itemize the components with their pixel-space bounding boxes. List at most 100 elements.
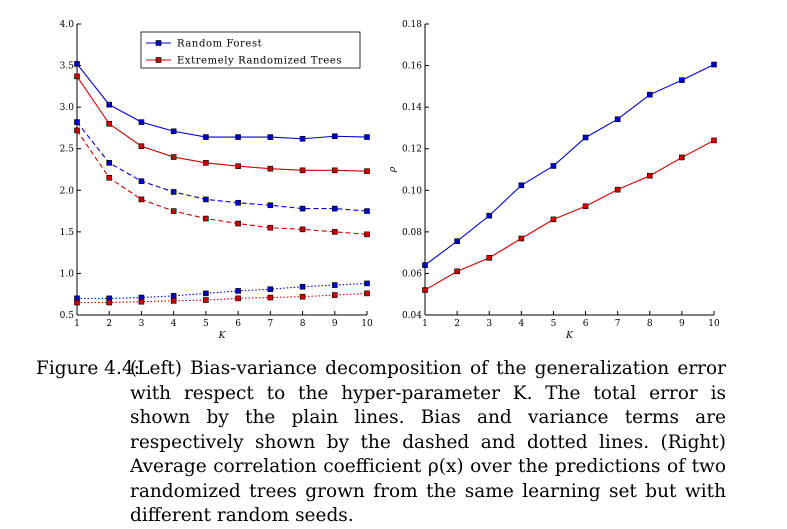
chart-0-ytick-label: 1.0 xyxy=(60,269,75,279)
chart-0-ytick-label: 2.0 xyxy=(60,186,75,196)
chart-0-xtick-label: 1 xyxy=(74,319,80,329)
chart-0-legend-label-0: Random Forest xyxy=(177,39,262,50)
caption-text: (Left) Bias-variance decomposition of th… xyxy=(130,358,726,526)
chart-0-series-1-point xyxy=(138,143,145,150)
chart-0-series-5-point xyxy=(74,299,80,306)
chart-0-series-5-line xyxy=(77,292,368,304)
chart-1-xtick-label: 6 xyxy=(583,319,589,329)
chart-0-xtick-label: 6 xyxy=(235,319,241,329)
chart-1-series-0-point xyxy=(422,262,428,268)
chart-1-series-0-point xyxy=(646,91,653,98)
chart-0-series-3-point xyxy=(74,127,80,134)
chart-0-series-1-point xyxy=(203,160,209,166)
chart-0-series-0-point xyxy=(331,133,338,140)
chart-0-xtick-label: 5 xyxy=(203,319,209,329)
chart-0-series-3-point xyxy=(203,215,209,222)
chart-0-series-2-point xyxy=(74,119,80,125)
chart-1-series-1-point xyxy=(679,154,685,161)
chart-1-xlabel: K xyxy=(565,331,574,341)
chart-0-series-5-point xyxy=(299,293,306,300)
chart-1-xtick-label: 7 xyxy=(615,319,621,329)
figure-caption: Figure 4.4: (Left) Bias-variance decompo… xyxy=(36,357,726,529)
chart-0-series-0-point xyxy=(299,135,306,142)
chart-1-series-0-point xyxy=(614,116,621,122)
chart-1-series-0-point xyxy=(582,134,589,141)
chart-1-ytick-label: 0.06 xyxy=(402,269,422,279)
chart-0-series-1-line xyxy=(76,76,368,172)
chart-0-series-1-point xyxy=(106,120,113,127)
chart-0-series-0-point xyxy=(138,119,145,125)
chart-0-series-1-point xyxy=(331,167,338,174)
chart-1-xtick-label: 9 xyxy=(679,319,685,329)
chart-1-series-1-point xyxy=(711,137,717,144)
chart-0-legend-marker-0 xyxy=(155,40,162,46)
chart-0-ytick-label: 1.5 xyxy=(60,228,75,238)
chart-0-series-5-point xyxy=(106,299,113,306)
chart-0-series-3-point xyxy=(299,226,306,233)
chart-0-series-1-point xyxy=(267,165,274,172)
chart-0-series-5-point xyxy=(267,294,274,301)
chart-0-series-1-point xyxy=(299,167,306,174)
chart-0-xtick-label: 9 xyxy=(332,319,338,329)
chart-0-series-0-point xyxy=(203,134,209,140)
chart-0-ytick-label: 3.5 xyxy=(60,62,75,72)
chart-0-series-2-point xyxy=(235,199,241,206)
chart-0-series-2-point xyxy=(267,202,274,209)
chart-1-ytick-label: 0.18 xyxy=(402,20,422,30)
chart-0-ytick-label: 4.0 xyxy=(60,20,75,30)
chart-1-xtick-label: 1 xyxy=(422,319,428,329)
chart-1-series-1-point xyxy=(422,287,428,293)
chart-0-series-2-line xyxy=(76,121,368,212)
chart-0-ytick-label: 0.5 xyxy=(60,311,75,321)
chart-0-series-1-point xyxy=(170,154,177,160)
chart-0-series-4-point xyxy=(364,280,370,287)
chart-1-series-0-point xyxy=(518,182,525,189)
chart-0-series-1-point xyxy=(74,73,80,80)
chart-0-series-5-point xyxy=(170,298,177,304)
chart-1-series-1-point xyxy=(614,186,621,193)
chart-0-series-4-point xyxy=(235,288,241,294)
chart-1-ytick-label: 0.10 xyxy=(402,186,422,196)
chart-0-series-3-line xyxy=(76,130,368,235)
chart-0-series-5-point xyxy=(364,290,370,297)
chart-1-xtick-label: 3 xyxy=(486,319,492,329)
chart-1-series-1-point xyxy=(582,203,589,210)
chart-0-series-5-point xyxy=(203,297,209,303)
chart-0-series-3-point xyxy=(364,231,370,238)
chart-1-series-0-line xyxy=(424,64,715,266)
chart-0-series-5-point xyxy=(235,295,241,302)
chart-0-xtick-label: 3 xyxy=(139,319,145,329)
chart-1-series-1-line xyxy=(424,139,715,291)
chart-0-series-0-point xyxy=(74,61,80,67)
chart-0-legend-box xyxy=(140,31,361,69)
chart-1-ytick-label: 0.16 xyxy=(402,62,422,72)
chart-1-series-1-point xyxy=(518,235,525,242)
chart-0-series-5-point xyxy=(331,292,338,298)
chart-1-series-1-point xyxy=(486,255,493,261)
chart-0-xtick-label: 10 xyxy=(361,319,373,329)
chart-1-ytick-label: 0.04 xyxy=(402,311,422,321)
chart-1-series-1-point xyxy=(646,172,653,179)
chart-0-series-4-point xyxy=(170,293,177,299)
chart-1-xtick-label: 5 xyxy=(551,319,557,329)
left-chart-bias-variance: 0.5 1.0 1.5 2.0 2.5 3.0 3.5 4.0 1 2 3 4 5 6 7 8 9 10 K Rand… xyxy=(60,20,373,341)
chart-0-series-2-point xyxy=(364,208,370,214)
chart-1-series-0-point xyxy=(486,212,493,219)
chart-1-ytick-label: 0.14 xyxy=(402,103,422,113)
chart-0-series-1-point xyxy=(364,168,370,174)
chart-0-legend-label-1: Extremely Randomized Trees xyxy=(177,56,342,67)
chart-0-xtick-label: 7 xyxy=(267,319,273,329)
chart-0-series-3-point xyxy=(331,229,338,235)
chart-0-series-0-point xyxy=(170,128,177,135)
chart-0-series-0-point xyxy=(106,101,113,108)
chart-0-series-1-point xyxy=(235,163,241,169)
chart-0-xtick-label: 8 xyxy=(300,319,306,329)
chart-1-series-1-point xyxy=(550,216,557,223)
chart-0-series-4-point xyxy=(203,290,209,297)
caption-label: Figure 4.4: xyxy=(36,358,140,379)
chart-0-series-0-point xyxy=(235,134,241,140)
chart-0-series-0-point xyxy=(267,134,274,140)
chart-1-xtick-label: 8 xyxy=(647,319,653,329)
chart-0-xtick-label: 2 xyxy=(106,319,112,329)
chart-0-ytick-label: 3.0 xyxy=(60,103,75,113)
